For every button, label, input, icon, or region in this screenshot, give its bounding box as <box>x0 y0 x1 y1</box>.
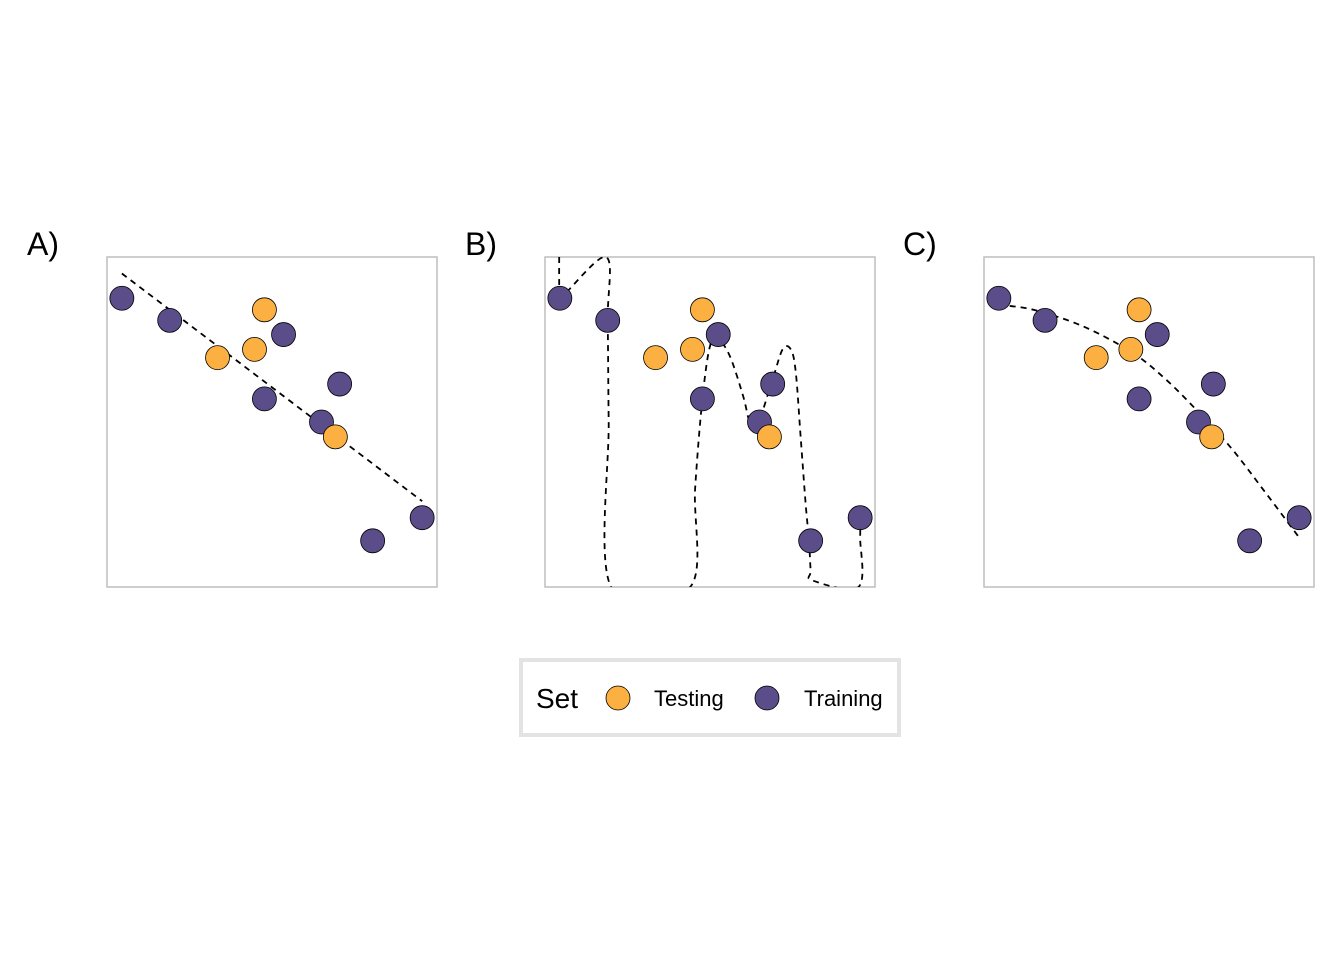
legend: Set Testing Training <box>519 658 901 737</box>
plot-frame-a <box>106 256 438 588</box>
training-point-b <box>705 322 731 347</box>
testing-point-c <box>1126 297 1152 323</box>
testing-point-b <box>757 424 782 450</box>
training-point-a <box>409 505 435 531</box>
training-point-b <box>547 285 573 311</box>
plot-area-c <box>986 285 1312 554</box>
legend-title: Set <box>536 683 578 714</box>
legend-box <box>519 658 901 737</box>
panel-a: A) <box>27 226 438 588</box>
training-point-b <box>798 528 824 554</box>
testing-point-c <box>1118 336 1144 362</box>
training-point-c <box>986 285 1012 311</box>
training-point-a <box>109 285 135 311</box>
testing-point-b <box>680 336 705 362</box>
panel-c: C) <box>903 226 1315 588</box>
training-point-c <box>1286 505 1312 531</box>
testing-point-a <box>252 297 277 323</box>
training-point-a <box>157 307 183 333</box>
plot-frame-c <box>983 256 1315 588</box>
training-point-a <box>360 528 386 554</box>
legend-key-testing <box>605 685 631 711</box>
plot-frame-b <box>544 256 876 588</box>
panel-b: B) <box>465 226 876 588</box>
training-point-c <box>1126 386 1152 412</box>
training-point-b <box>690 386 715 412</box>
legend-key-training <box>754 685 780 711</box>
training-point-b <box>595 307 621 333</box>
testing-point-a <box>242 336 267 362</box>
testing-point-c <box>1199 424 1225 450</box>
training-point-c <box>1200 371 1226 397</box>
training-point-a <box>327 371 353 397</box>
training-point-c <box>1032 307 1058 333</box>
plot-area-b <box>547 257 873 587</box>
plot-area-a <box>109 272 435 554</box>
training-point-a <box>252 386 277 412</box>
panel-label-c: C) <box>903 226 937 262</box>
training-point-b <box>760 371 786 397</box>
testing-point-b <box>690 297 715 323</box>
training-point-c <box>1237 528 1263 554</box>
testing-point-c <box>1083 345 1109 371</box>
legend-label-training: Training <box>804 686 883 711</box>
training-point-a <box>271 322 296 347</box>
legend-label-testing: Testing <box>654 686 724 711</box>
panel-label-a: A) <box>27 226 59 262</box>
panel-label-b: B) <box>465 226 497 262</box>
testing-point-a <box>322 424 348 450</box>
training-point-c <box>1144 322 1170 347</box>
fit-line-a <box>121 272 423 502</box>
testing-point-b <box>643 345 668 371</box>
testing-point-a <box>205 345 230 371</box>
training-point-b <box>847 505 873 531</box>
